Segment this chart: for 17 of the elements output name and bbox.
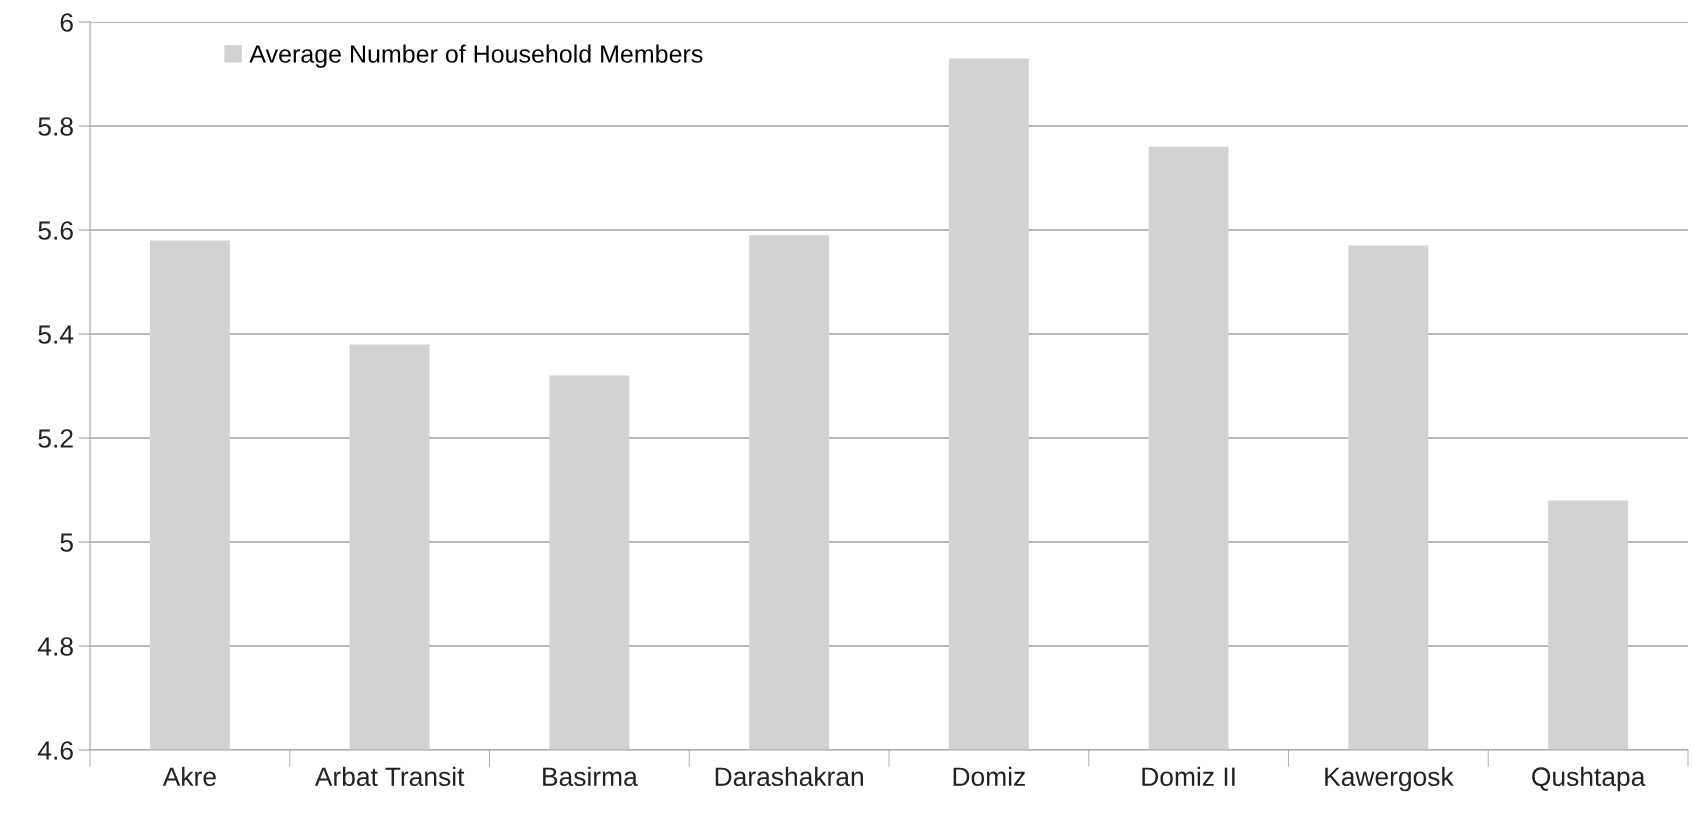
y-tick-label: 5 (60, 533, 73, 552)
y-tick-label: 4.6 (37, 741, 73, 760)
y-tick-label: 5.2 (38, 429, 73, 448)
x-tick-label: Domiz (953, 766, 1025, 787)
y-tick-label: 6 (60, 13, 73, 32)
y-tick-label: 5.6 (38, 221, 73, 240)
x-tick-label: Qushtapa (1532, 766, 1646, 792)
y-tick-label: 4.8 (37, 637, 73, 656)
x-tick-label: Akre (162, 766, 216, 787)
x-tick-label: Arbat Transit (314, 766, 465, 787)
y-tick-label: 5.8 (38, 117, 73, 136)
x-tick-label: Domiz II (1142, 766, 1235, 787)
legend-label: Average Number of Household Members (249, 44, 703, 68)
x-tick-label: Darashakran (715, 766, 863, 787)
x-tick-label: Basirma (543, 766, 638, 787)
y-tick-label: 5.4 (38, 325, 74, 344)
x-tick-label: Kawergosk (1325, 766, 1454, 792)
